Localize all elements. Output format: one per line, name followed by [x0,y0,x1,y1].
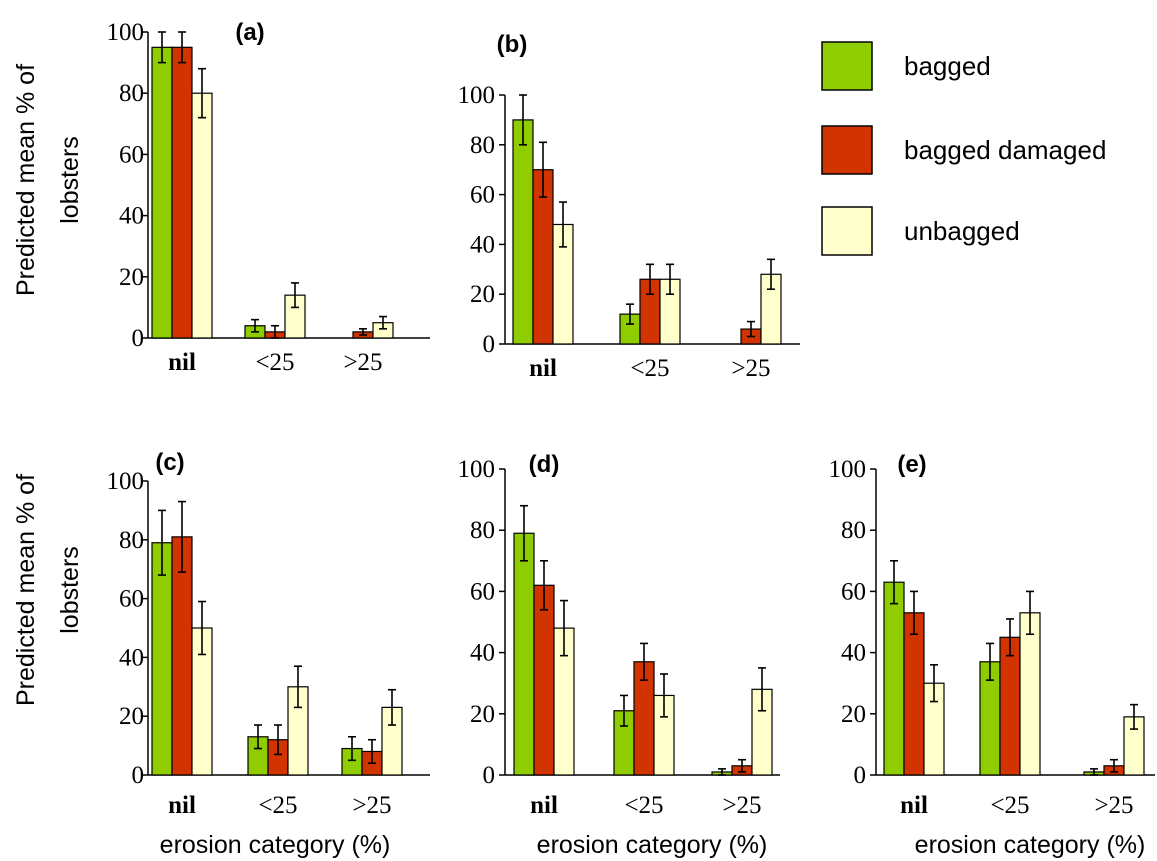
panel-b: (b) 0 20 40 60 80 100 nil <25 >25 [458,31,800,382]
y-tick-label: 60 [119,586,144,613]
x-axis-title-d: erosion category (%) [537,831,768,859]
y-tick-label: 40 [470,640,495,667]
x-tick-label-nil: nil [900,792,928,819]
x-tick-label-gt25: >25 [343,349,382,376]
y-axis-title-line1: Predicted mean % of [12,64,40,296]
panel-label: (a) [235,19,264,46]
y-axis-title-line1: Predicted mean % of [12,474,40,706]
y-tick-label: 40 [119,644,144,671]
bar-bagged-damaged-nil [533,584,555,776]
y-tick-label: 80 [470,132,495,159]
y-tick-label: 60 [470,578,495,605]
y-axis-title-top: Predicted mean % of lobsters [12,64,84,296]
x-axis-title-c: erosion category (%) [160,831,391,859]
bar-bagged-nil [151,46,173,339]
y-tick-label: 40 [119,203,144,230]
bar-unbagged-nil [191,92,213,339]
y-tick-label: 20 [470,281,495,308]
y-axis-title-bottom: Predicted mean % of lobsters [12,474,84,706]
panel-label: (b) [497,31,528,58]
bar-bagged-nil [151,542,173,776]
y-tick-label: 20 [470,701,495,728]
legend: bagged bagged damaged unbagged [821,41,1106,256]
y-tick-label: 40 [841,640,866,667]
y-tick-label: 100 [107,19,145,46]
y-tick-label: 20 [841,701,866,728]
y-axis-title-line2: lobsters [56,546,84,634]
bar-unbagged-lt25 [1019,612,1041,776]
y-tick-label: 100 [458,456,496,483]
x-tick-label-nil: nil [529,355,557,382]
y-axis-title-line2: lobsters [56,136,84,224]
y-tick-label: 60 [841,578,866,605]
legend-label-bagged-damaged: bagged damaged [904,135,1106,165]
panel-c: (c) 0 20 40 60 80 100 nil <25 >25 [107,449,430,819]
y-tick-label: 0 [483,762,496,789]
y-tick-label: 0 [483,331,496,358]
panel-e: (e) 0 20 40 60 80 100 nil <25 >25 [829,451,1155,819]
y-tick-label: 40 [470,231,495,258]
panel-label: (e) [897,451,926,478]
bar-bagged-damaged-nil [903,612,925,776]
bar-bagged-damaged-nil [171,46,193,339]
y-tick-label: 0 [132,762,145,789]
bar-bagged-damaged-lt25 [999,636,1021,776]
bar-bagged-nil [883,581,905,776]
x-tick-label-lt25: <25 [990,792,1029,819]
x-tick-label-lt25: <25 [624,792,663,819]
panel-label: (c) [155,449,184,476]
x-tick-label-gt25: >25 [722,792,761,819]
y-tick-label: 0 [132,325,145,352]
y-tick-label: 80 [470,517,495,544]
legend-label-bagged: bagged [904,51,991,81]
x-tick-label-lt25: <25 [630,355,669,382]
bar-bagged-nil [512,119,534,345]
y-tick-label: 60 [470,182,495,209]
x-tick-label-lt25: <25 [258,792,297,819]
y-tick-label: 100 [458,82,496,109]
panel-a: (a) 0 20 40 60 80 100 nil <25 >25 [107,19,430,376]
y-tick-label: 20 [119,264,144,291]
legend-swatch-bagged-damaged [821,125,873,175]
y-tick-label: 80 [119,80,144,107]
panel-label: (d) [529,451,560,478]
x-tick-label-gt25: >25 [731,355,770,382]
x-tick-label-gt25: >25 [1094,792,1133,819]
y-tick-label: 100 [829,456,867,483]
panel-d: (d) 0 20 40 60 80 100 nil <25 >25 [458,451,780,819]
legend-swatch-bagged [821,41,873,91]
legend-swatch-unbagged [821,206,873,256]
x-tick-label-gt25: >25 [352,792,391,819]
y-tick-label: 80 [119,527,144,554]
x-axis-title-e: erosion category (%) [915,831,1146,859]
x-tick-label-nil: nil [168,792,196,819]
x-tick-label-nil: nil [168,349,196,376]
y-tick-label: 60 [119,141,144,168]
y-tick-label: 100 [107,468,145,495]
y-tick-label: 20 [119,703,144,730]
panels: (a) 0 20 40 60 80 100 nil <25 >25 (b) 0 20 40 60 80 100 n… [107,19,1155,819]
bar-bagged-nil [513,532,535,776]
x-tick-label-nil: nil [530,792,558,819]
y-tick-label: 80 [841,517,866,544]
y-tick-label: 0 [854,762,867,789]
x-tick-label-lt25: <25 [255,349,294,376]
legend-label-unbagged: unbagged [904,216,1020,246]
